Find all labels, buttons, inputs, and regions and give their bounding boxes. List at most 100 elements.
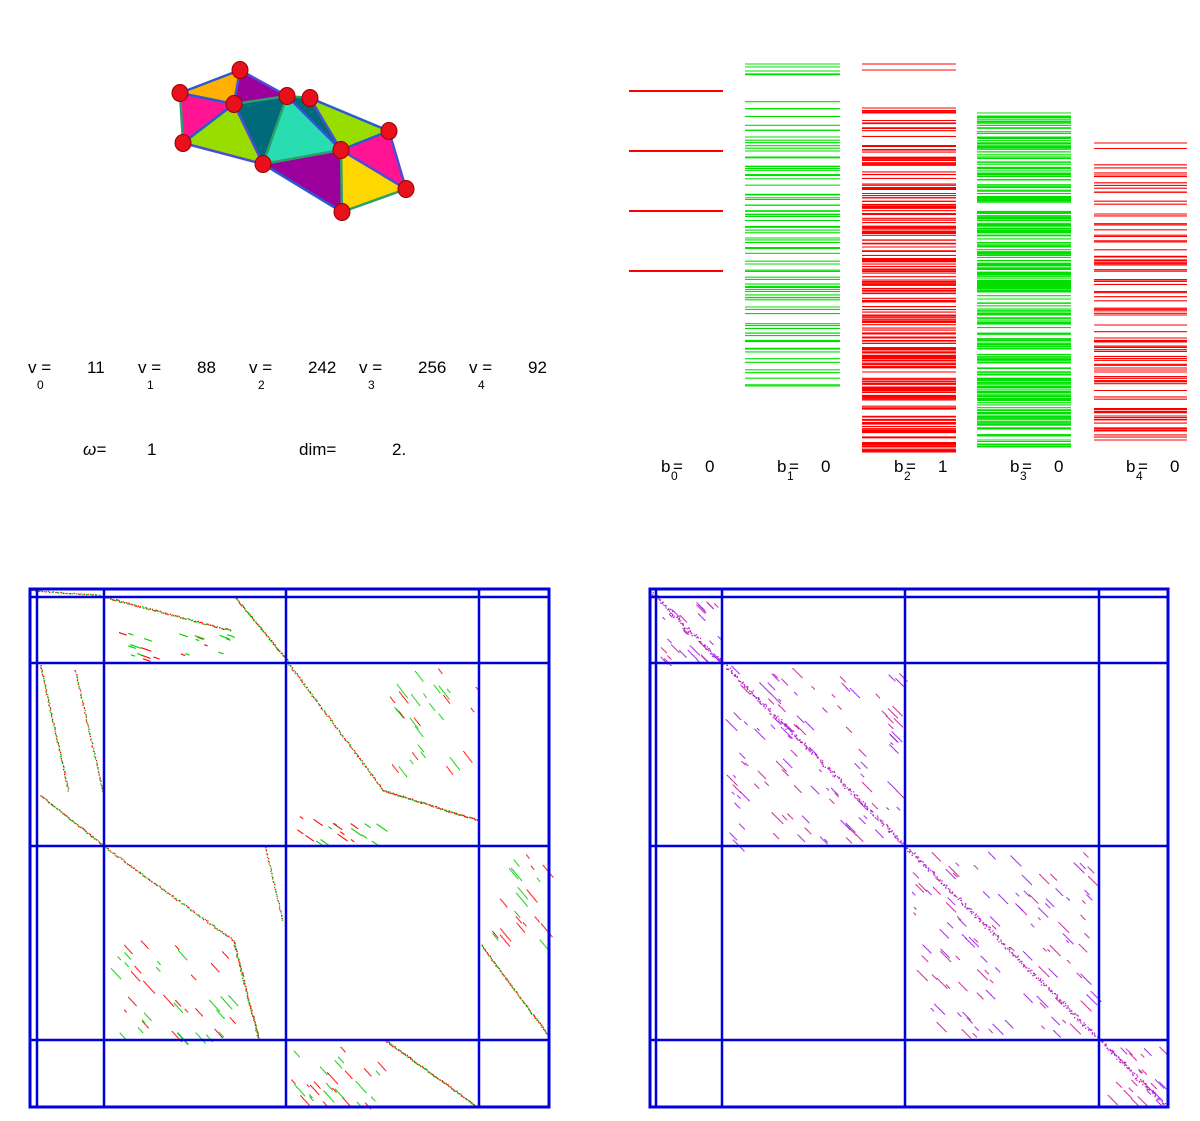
matrix-entry (422, 751, 424, 753)
matrix-entry (699, 641, 702, 643)
matrix-entry (73, 821, 75, 823)
dirac-entries (31, 589, 554, 1110)
matrix-entry (487, 953, 489, 956)
matrix-entry (898, 723, 900, 725)
matrix-entry (300, 1095, 302, 1097)
matrix-entry (852, 791, 855, 793)
matrix-entry (696, 651, 698, 653)
matrix-entry (203, 1041, 205, 1043)
matrix-entry (469, 816, 471, 819)
matrix-entry (184, 1008, 186, 1010)
matrix-entry (311, 695, 313, 697)
matrix-entry (679, 615, 681, 617)
matrix-entry (844, 787, 846, 790)
matrix-entry (225, 628, 228, 630)
matrix-entry (760, 703, 762, 705)
matrix-entry (116, 856, 118, 858)
matrix-entry (511, 867, 513, 869)
matrix-entry (1056, 997, 1058, 999)
matrix-entry (795, 737, 798, 739)
matrix-entry (416, 757, 418, 759)
matrix-entry (463, 751, 465, 753)
matrix-entry (819, 769, 821, 771)
matrix-entry (82, 701, 84, 704)
matrix-entry (184, 654, 186, 656)
matrix-entry (88, 833, 91, 835)
matrix-entry (119, 977, 121, 979)
matrix-entry (378, 1073, 380, 1075)
matrix-entry (848, 729, 850, 731)
matrix-entry (341, 832, 343, 834)
matrix-entry (706, 660, 708, 662)
matrix-entry (862, 801, 864, 803)
matrix-entry (856, 835, 858, 837)
matrix-entry (225, 637, 227, 639)
matrix-entry (515, 872, 517, 874)
matrix-entry (700, 654, 702, 656)
matrix-entry (695, 634, 698, 636)
matrix-entry (123, 1037, 125, 1039)
matrix-entry (1154, 1094, 1156, 1096)
matrix-entry (1124, 1061, 1126, 1063)
matrix-entry (682, 624, 684, 627)
matrix-entry (458, 769, 460, 771)
matrix-entry (180, 1035, 182, 1037)
matrix-entry (121, 601, 123, 603)
matrix-entry (840, 819, 842, 821)
matrix-entry (446, 1084, 449, 1086)
matrix-entry (400, 1052, 403, 1054)
matrix-entry (828, 769, 830, 771)
matrix-entry (881, 825, 884, 827)
complex-edge (341, 187, 407, 214)
matrix-entry (900, 674, 902, 676)
matrix-entry (738, 679, 740, 682)
matrix-entry (1048, 987, 1050, 989)
matrix-entry (888, 709, 890, 711)
matrix-entry (1079, 1019, 1082, 1022)
matrix-entry (225, 933, 227, 935)
matrix-entry (78, 825, 80, 828)
matrix-entry (519, 896, 521, 898)
matrix-entry (708, 650, 710, 652)
matrix-entry (96, 763, 98, 766)
matrix-entry (665, 651, 667, 653)
matrix-entry (759, 682, 761, 684)
matrix-entry (831, 771, 833, 773)
matrix-entry (227, 628, 229, 630)
matrix-entry (209, 923, 211, 926)
matrix-entry (137, 646, 139, 648)
matrix-entry (525, 904, 527, 906)
matrix-entry (712, 654, 714, 656)
matrix-entry (892, 736, 894, 738)
matrix-entry (1059, 1000, 1061, 1002)
matrix-entry (230, 997, 232, 999)
matrix-entry (683, 619, 685, 621)
matrix-entry (448, 1085, 451, 1088)
matrix-entry (752, 694, 754, 696)
matrix-entry (464, 815, 466, 818)
matrix-entry (202, 638, 204, 640)
matrix-entry (161, 612, 163, 614)
matrix-entry (446, 699, 448, 701)
matrix-entry (357, 1102, 359, 1104)
matrix-entry (249, 1006, 252, 1008)
matrix-entry (223, 1000, 225, 1002)
matrix-entry (1147, 1088, 1149, 1091)
matrix-entry (341, 832, 343, 834)
matrix-entry (923, 865, 925, 867)
matrix-entry (708, 603, 710, 605)
matrix-entry (147, 947, 149, 949)
matrix-entry (709, 640, 711, 642)
matrix-entry (735, 803, 737, 805)
matrix-entry (115, 600, 118, 602)
matrix-entry (513, 859, 515, 861)
matrix-entry (202, 919, 205, 921)
matrix-entry (413, 722, 415, 724)
matrix-entry (726, 774, 728, 776)
matrix-entry (85, 716, 88, 718)
matrix-entry (256, 1034, 258, 1037)
matrix-entry (369, 826, 371, 828)
matrix-entry (359, 1104, 361, 1106)
matrix-entry (129, 633, 131, 635)
matrix-entry (143, 658, 145, 660)
